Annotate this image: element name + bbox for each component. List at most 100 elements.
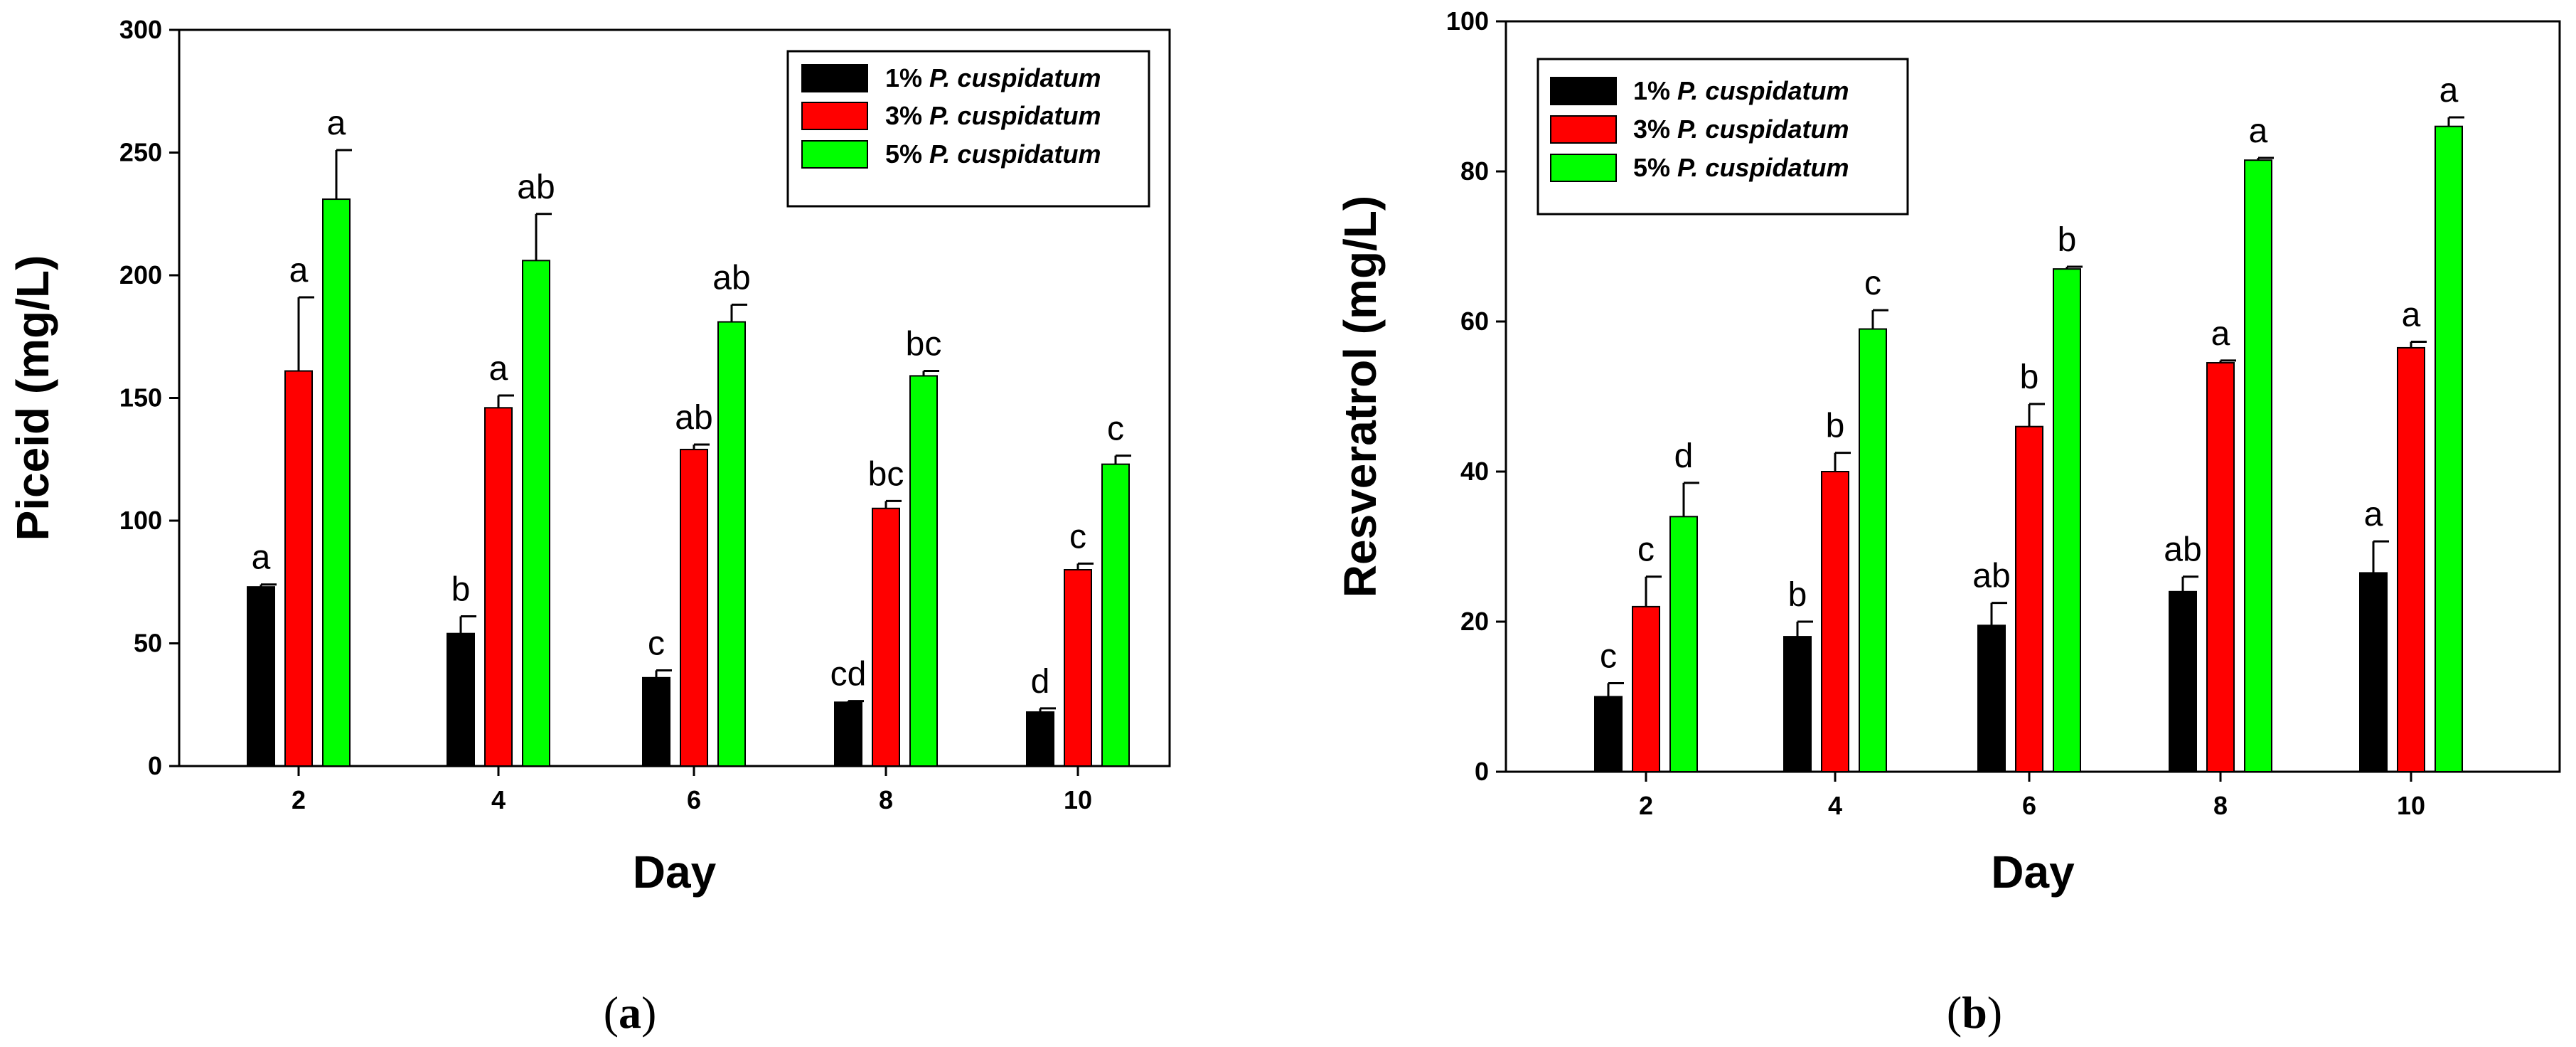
panel-label: (a) [604, 987, 657, 1038]
legend-label-species: P. cuspidatum [1677, 115, 1849, 144]
legend-label-species: P. cuspidatum [929, 139, 1101, 169]
significance-letter: c [1069, 518, 1086, 556]
significance-letter: bc [906, 326, 942, 363]
bar [1821, 471, 1849, 772]
bar [447, 632, 475, 767]
bar [1632, 605, 1660, 773]
y-tick-label: 40 [1460, 457, 1489, 486]
bar [872, 507, 900, 767]
bar [2015, 425, 2043, 772]
x-tick-label: 8 [2213, 791, 2228, 820]
legend-swatch [801, 64, 868, 92]
bar [247, 586, 275, 767]
bar [834, 701, 862, 767]
significance-letter: a [2439, 72, 2459, 110]
bar [484, 407, 513, 767]
significance-letter: b [1826, 408, 1845, 445]
legend-label: 5% P. cuspidatum [1633, 153, 1849, 182]
legend-label-prefix: 5% [885, 139, 929, 169]
y-tick-label: 200 [119, 260, 162, 289]
significance-letter: a [327, 105, 346, 142]
significance-letter: ab [517, 169, 555, 206]
x-axis-title: Day [1991, 846, 2075, 898]
significance-letter: d [1031, 663, 1050, 701]
significance-letter: ab [2164, 531, 2201, 569]
x-tick-label: 8 [879, 785, 893, 814]
y-axis-title: Resveratrol (mg/L) [1335, 196, 1386, 597]
significance-letter: a [2402, 296, 2421, 334]
bar [642, 676, 670, 767]
panel-label-part: b [1962, 987, 1987, 1038]
significance-letter: b [2058, 221, 2077, 259]
chart-b: 0 20 40 60 80 100 2 4 6 8 10 c b ab ab a c b b a a d c b a a Resve… [1335, 6, 2561, 1038]
bar [322, 198, 351, 767]
bar [284, 370, 313, 767]
x-tick-label: 6 [2022, 791, 2036, 820]
legend-label-species: P. cuspidatum [1677, 153, 1849, 182]
panel-label-part: ) [1987, 987, 2002, 1038]
x-tick-label: 10 [1064, 785, 1092, 814]
bar [2244, 159, 2272, 773]
significance-letter: c [1600, 638, 1617, 676]
bar [1594, 696, 1623, 772]
bar [2435, 125, 2463, 772]
legend-label-prefix: 3% [885, 101, 929, 130]
significance-letter: ab [675, 399, 712, 437]
panel-label: (b) [1947, 987, 2002, 1038]
x-tick-label: 2 [1639, 791, 1653, 820]
bar [1977, 625, 2006, 773]
legend-label: 3% P. cuspidatum [1633, 115, 1849, 144]
bar [1064, 569, 1092, 767]
significance-letter: b [1788, 576, 1807, 614]
significance-letter: c [1107, 410, 1124, 448]
legend-label-prefix: 3% [1633, 115, 1677, 144]
significance-letter: d [1674, 437, 1694, 475]
legend-label-prefix: 1% [885, 63, 929, 92]
legend-label: 1% P. cuspidatum [1633, 76, 1849, 105]
bar [2169, 590, 2197, 772]
bar [717, 321, 746, 767]
significance-letter: a [2211, 315, 2230, 353]
x-axis-title: Day [633, 846, 717, 898]
panel-label-part: ( [604, 987, 619, 1038]
significance-letter: b [451, 571, 471, 609]
y-tick-label: 300 [119, 15, 162, 44]
bar [2359, 572, 2388, 772]
legend-label-species: P. cuspidatum [929, 101, 1101, 130]
significance-letter: b [2020, 358, 2039, 396]
legend-label: 5% P. cuspidatum [885, 139, 1101, 169]
bar [2053, 268, 2081, 772]
x-tick-label: 10 [2397, 791, 2425, 820]
x-tick-label: 6 [687, 785, 701, 814]
legend-swatch [801, 140, 868, 169]
y-tick-label: 100 [1446, 6, 1489, 36]
legend-swatch [1550, 77, 1617, 105]
x-tick-label: 4 [1828, 791, 1842, 820]
legend-label: 1% P. cuspidatum [885, 63, 1101, 92]
panel-label-part: a [619, 987, 641, 1038]
legend-label-species: P. cuspidatum [1677, 76, 1849, 105]
legend-label-prefix: 5% [1633, 153, 1677, 182]
x-tick-label: 4 [491, 785, 506, 814]
significance-letter: ab [1972, 558, 2010, 595]
legend-swatch [1550, 154, 1617, 182]
bar [1859, 328, 1887, 772]
bar [909, 375, 938, 767]
bar [1669, 516, 1698, 772]
y-tick-label: 0 [1475, 757, 1489, 786]
y-tick-label: 250 [119, 138, 162, 167]
significance-letter: a [2249, 112, 2268, 150]
significance-letter: c [1637, 531, 1655, 569]
legend-swatch [1550, 115, 1617, 144]
legend-label-prefix: 1% [1633, 76, 1677, 105]
legend-swatch [801, 102, 868, 130]
significance-letter: a [252, 539, 271, 577]
y-tick-label: 0 [148, 751, 162, 780]
bar [522, 260, 550, 767]
significance-letter: cd [830, 656, 867, 693]
bar [1101, 463, 1130, 767]
